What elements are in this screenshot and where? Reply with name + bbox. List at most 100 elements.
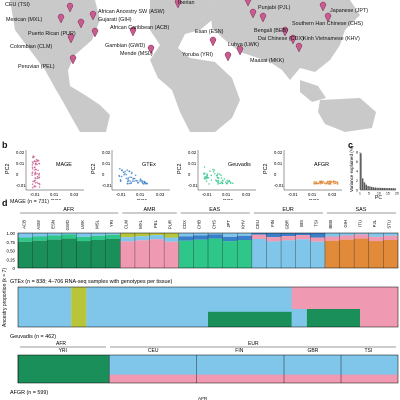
pca-point xyxy=(206,176,209,179)
pca-point xyxy=(319,181,322,183)
pca-point xyxy=(35,160,37,163)
var-bar xyxy=(387,188,389,190)
pca-ytick: -0.01 xyxy=(16,183,26,188)
pca-ytick: 0 xyxy=(102,172,105,177)
pca-point xyxy=(127,178,129,180)
pca-point xyxy=(217,183,219,185)
ancestry-block xyxy=(208,234,223,239)
ancestry-block xyxy=(134,233,150,237)
pca-point xyxy=(229,181,232,184)
pca-point xyxy=(204,172,206,175)
pca-point xyxy=(31,166,34,169)
pca-point xyxy=(124,172,126,175)
pca-ytick: 0.01 xyxy=(188,161,197,166)
map-label-mxl: Mexican (MXL) xyxy=(6,17,43,23)
pca-xtick: 0.01 xyxy=(136,192,145,197)
map-label-chs: Southern Han Chinese (CHS) xyxy=(292,21,364,27)
ancestry-block xyxy=(193,239,208,268)
ancestry-block xyxy=(164,237,179,242)
pca-ytick: 0.02 xyxy=(274,150,283,155)
ancestry-block xyxy=(32,240,48,268)
pca-point xyxy=(34,173,36,176)
ancestry-block xyxy=(339,239,355,268)
pca-point xyxy=(126,180,129,183)
ancestry-block xyxy=(281,240,296,268)
pca-point xyxy=(32,156,35,158)
pca-point xyxy=(31,172,33,174)
pca-point xyxy=(34,182,37,184)
pca-point xyxy=(32,180,34,183)
geuvadis-pop-label: YRI xyxy=(59,348,67,354)
pca-point xyxy=(219,182,221,185)
ancestry-block xyxy=(281,236,296,241)
pca-point xyxy=(216,174,218,176)
pca-ytick: 0.02 xyxy=(16,150,25,155)
pca-point xyxy=(129,176,131,179)
ancestry-block xyxy=(368,236,384,242)
ancestry-block xyxy=(208,233,223,235)
pca-xtick: 0.01 xyxy=(50,192,59,197)
ancestry-block xyxy=(91,240,106,268)
pca-point xyxy=(330,180,332,183)
pca-point xyxy=(33,169,36,171)
ancestry-block xyxy=(120,237,135,242)
var-bar xyxy=(381,187,384,190)
ancestry-block xyxy=(368,241,384,268)
pca-point xyxy=(33,166,36,169)
pca-point xyxy=(210,179,213,181)
pca-point xyxy=(119,180,122,182)
pca-point xyxy=(38,174,40,176)
pca-point xyxy=(36,172,38,175)
map-label-clm: Colombian (CLM) xyxy=(10,44,53,50)
pca-point xyxy=(128,182,131,185)
pca-point xyxy=(31,183,34,185)
var-ytick: 8 xyxy=(356,151,358,155)
pca-xtick: -0.01 xyxy=(30,192,40,197)
pca-point xyxy=(142,180,144,182)
ancestry-block xyxy=(339,235,355,240)
var-ytick: 2 xyxy=(356,179,358,183)
pca-point xyxy=(206,174,208,176)
afgr-title: AFGR (n = 599) xyxy=(10,390,48,396)
population-label: PEL xyxy=(153,219,158,228)
ancestry-block xyxy=(105,238,121,268)
pca-point xyxy=(334,181,336,183)
ancestry-block xyxy=(237,240,252,268)
pca-point xyxy=(143,180,146,183)
population-label: MXL xyxy=(138,219,143,228)
ancestry-block xyxy=(149,233,165,236)
pca-point xyxy=(125,173,128,176)
ancestry-block xyxy=(76,241,92,268)
pca-point xyxy=(203,177,206,180)
ancestry-block xyxy=(368,233,384,237)
super-group-label: SAS xyxy=(356,207,367,213)
ancestry-block xyxy=(164,233,179,238)
pca-point xyxy=(133,177,135,180)
population-label: GWD xyxy=(65,220,70,231)
ancestry-block xyxy=(324,233,340,237)
ancestry-block xyxy=(383,235,398,240)
pca-point xyxy=(224,181,227,183)
ancestry-block xyxy=(61,238,77,268)
pca-point xyxy=(336,183,339,185)
ancestry-block xyxy=(178,233,194,237)
ancestry-block xyxy=(208,238,223,268)
adm-ytick: 0.75 xyxy=(6,240,15,245)
pca-point xyxy=(223,178,226,180)
pca-point xyxy=(221,179,224,182)
pca-point xyxy=(125,177,128,180)
ancestry-block xyxy=(61,234,77,239)
pca-point xyxy=(36,175,39,178)
pca-point xyxy=(33,185,36,187)
pca-point xyxy=(213,172,216,175)
ancestry-block xyxy=(149,239,165,268)
pca-point xyxy=(130,172,133,175)
pca-point xyxy=(313,181,316,183)
ancestry-block xyxy=(47,239,62,268)
ancestry-block xyxy=(310,233,325,238)
map-label-acb: African Caribbean (ACB) xyxy=(110,25,170,31)
population-label: ESN xyxy=(51,220,56,229)
admixture-panels: AFR AMR EAS EUR SAS ACB ASW ESN GWD LWK MSL YRI CLM M… xyxy=(2,207,399,400)
